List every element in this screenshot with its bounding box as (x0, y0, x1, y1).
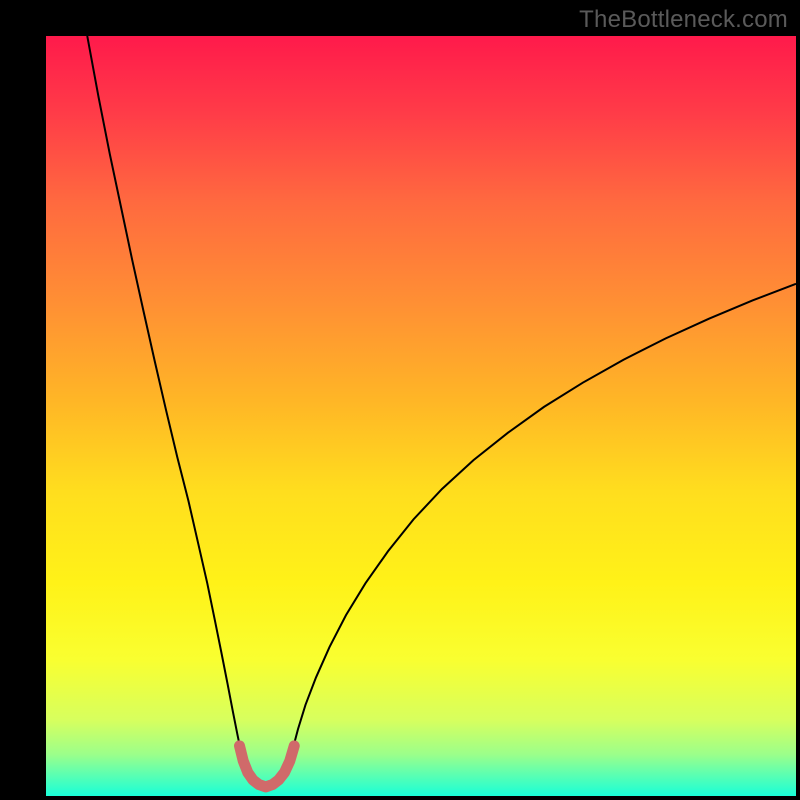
chart-frame (42, 32, 798, 798)
watermark-text: TheBottleneck.com (579, 6, 788, 34)
